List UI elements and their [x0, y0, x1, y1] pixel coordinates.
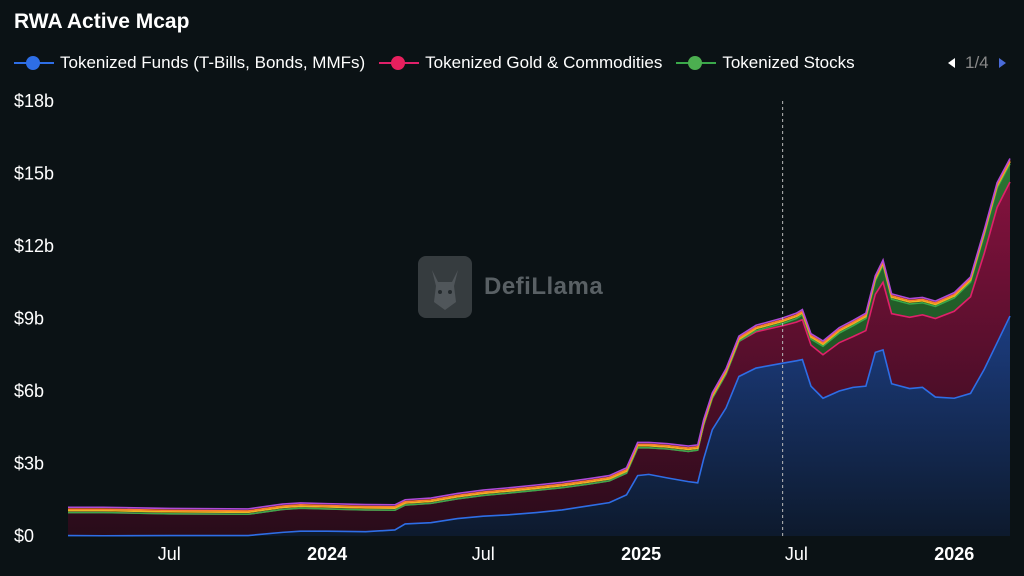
y-tick-label: $0 — [14, 526, 34, 546]
x-tick-label: Jul — [785, 544, 808, 564]
x-tick-label: Jul — [158, 544, 181, 564]
area-2 — [68, 181, 1010, 536]
legend-marker — [676, 56, 717, 70]
area-1 — [68, 316, 1010, 536]
legend-label: Tokenized Gold & Commodities — [425, 53, 663, 72]
legend-next-button[interactable] — [998, 58, 1006, 68]
llama-logo-icon — [418, 256, 472, 318]
chart-legend: Tokenized Funds (T-Bills, Bonds, MMFs) To… — [14, 50, 1014, 76]
series-lines — [67, 158, 1011, 537]
y-tick-label: $12b — [14, 236, 54, 256]
x-tick-label: Jul — [472, 544, 495, 564]
legend-items: Tokenized Funds (T-Bills, Bonds, MMFs) To… — [14, 50, 926, 76]
legend-item-1[interactable]: Tokenized Funds (T-Bills, Bonds, MMFs) — [14, 50, 365, 76]
legend-label: Tokenized Funds (T-Bills, Bonds, MMFs) — [60, 53, 366, 72]
legend-marker — [379, 56, 420, 70]
y-tick-label: $15b — [14, 164, 54, 184]
legend-page-indicator: 1/4 — [965, 53, 989, 72]
x-tick-label: 2024 — [307, 544, 347, 564]
y-tick-label: $3b — [14, 454, 44, 474]
legend-label: Tokenized Stocks — [722, 53, 855, 72]
watermark-text: DefiLlama — [484, 273, 604, 300]
x-tick-label: 2026 — [934, 544, 974, 564]
y-tick-label: $6b — [14, 381, 44, 401]
legend-pager: 1/4 — [936, 50, 1016, 76]
stacked-areas — [68, 163, 1010, 536]
legend-marker — [14, 56, 54, 70]
watermark: DefiLlama — [418, 256, 603, 318]
x-tick-label: 2025 — [621, 544, 661, 564]
y-tick-label: $18b — [14, 91, 54, 111]
x-axis: Jul 2024 Jul 2025 Jul 2026 — [158, 544, 975, 564]
series-line-1 — [67, 315, 1011, 537]
legend-item-3[interactable]: Tokenized Stocks — [676, 50, 855, 76]
minor-band-line-3 — [68, 158, 1011, 510]
legend-prev-button[interactable] — [936, 58, 955, 68]
chart-title: RWA Active Mcap — [14, 10, 190, 33]
y-axis: $0 $3b $6b $9b $12b $15b $18b — [14, 91, 54, 546]
y-tick-label: $9b — [14, 309, 44, 329]
legend-item-2[interactable]: Tokenized Gold & Commodities — [379, 50, 662, 76]
